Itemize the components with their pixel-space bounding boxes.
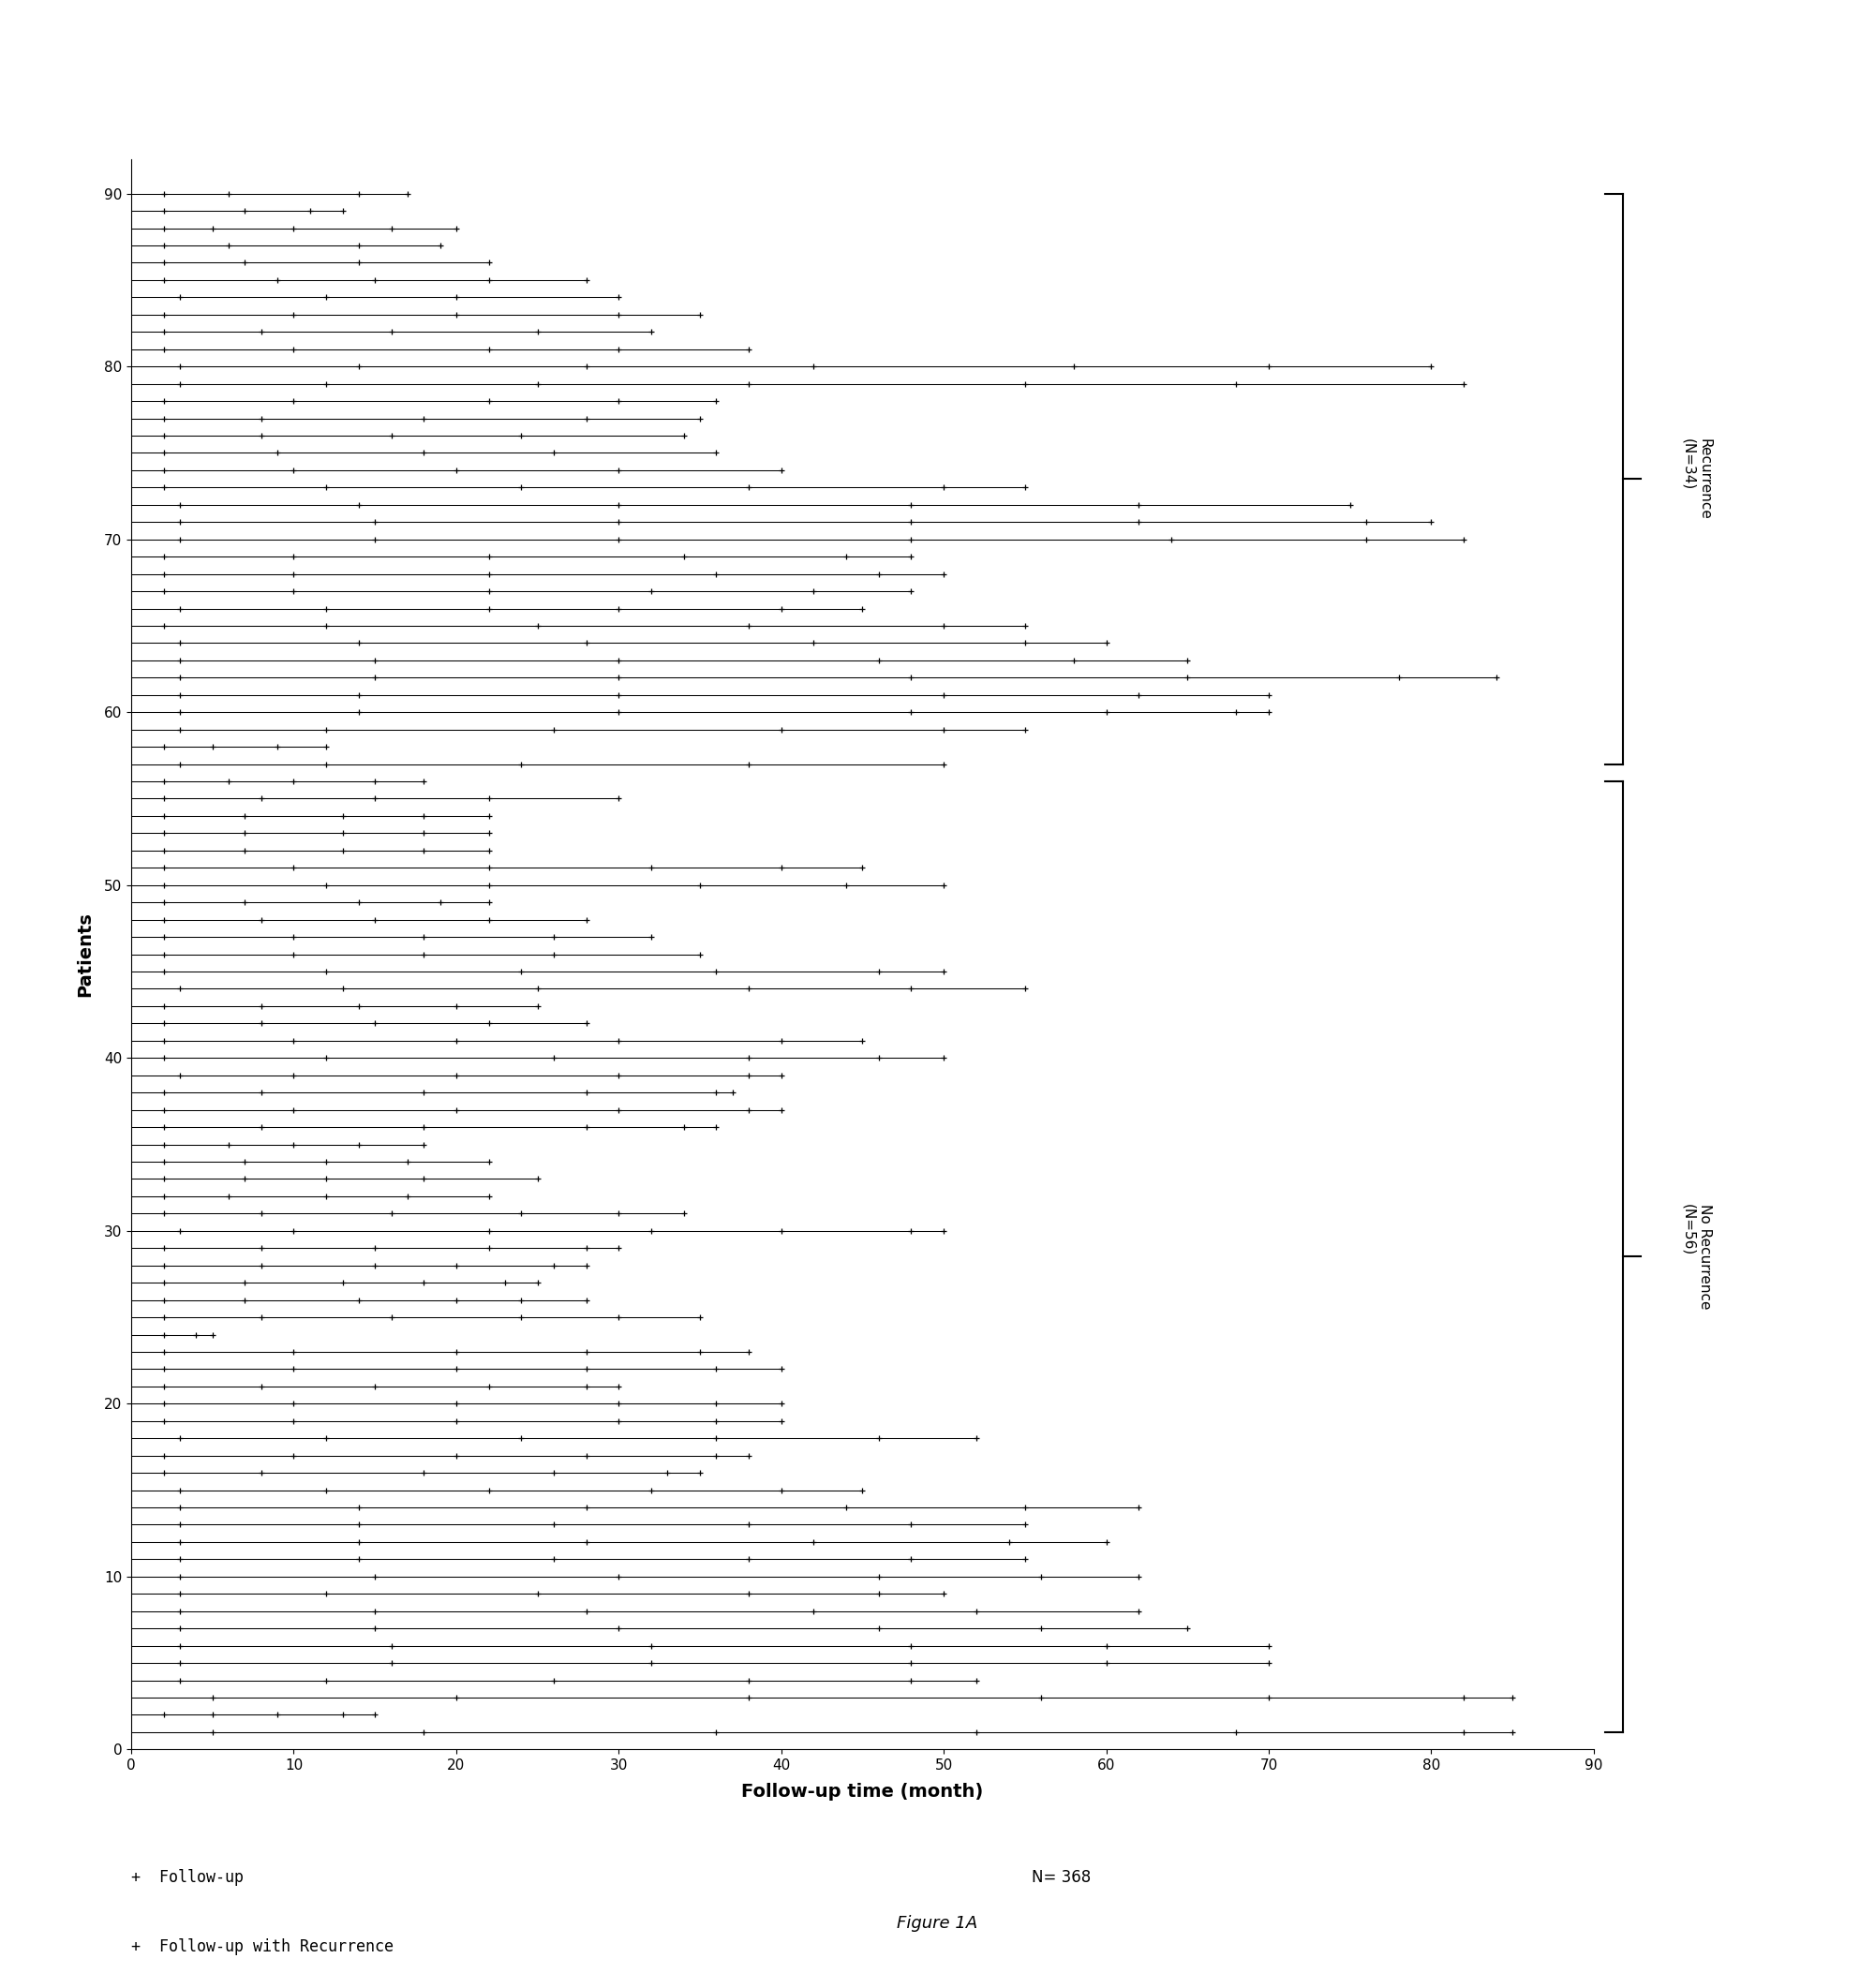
X-axis label: Follow-up time (month): Follow-up time (month) xyxy=(741,1783,984,1801)
Text: N= 368: N= 368 xyxy=(1031,1869,1091,1885)
Text: +  Follow-up with Recurrence: + Follow-up with Recurrence xyxy=(131,1938,394,1954)
Text: +  Follow-up: + Follow-up xyxy=(131,1869,244,1885)
Text: Recurrence
(N=34): Recurrence (N=34) xyxy=(1682,437,1712,519)
Text: No Recurrence
(N=56): No Recurrence (N=56) xyxy=(1682,1205,1712,1310)
Text: Figure 1A: Figure 1A xyxy=(896,1914,979,1932)
Y-axis label: Patients: Patients xyxy=(75,912,94,996)
